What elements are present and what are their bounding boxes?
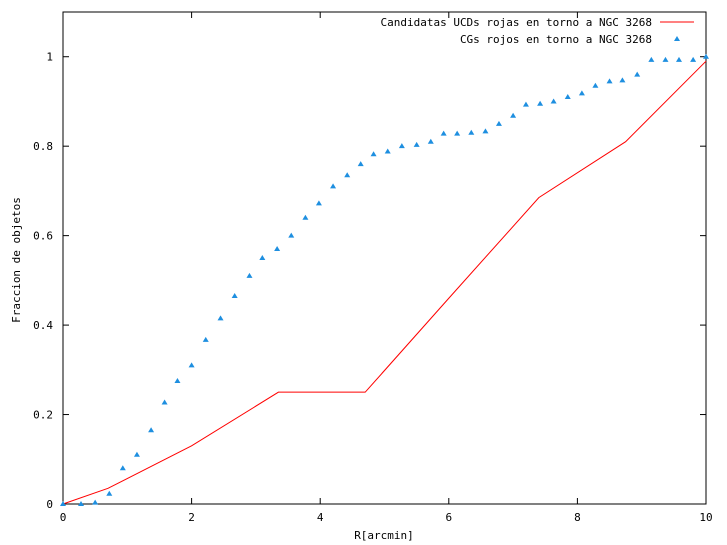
point-cgs bbox=[495, 120, 502, 126]
point-cgs bbox=[398, 143, 405, 149]
series-line-group bbox=[62, 60, 707, 505]
plot-frame bbox=[62, 11, 707, 505]
point-cgs bbox=[413, 141, 420, 147]
point-cgs bbox=[217, 315, 224, 321]
point-cgs bbox=[161, 399, 168, 405]
point-cgs bbox=[188, 362, 195, 368]
point-cgs bbox=[344, 172, 351, 178]
point-cgs bbox=[384, 148, 391, 154]
point-cgs bbox=[60, 501, 66, 506]
point-cgs bbox=[578, 90, 585, 96]
point-cgs bbox=[522, 101, 529, 107]
point-cgs bbox=[330, 183, 337, 189]
point-cgs bbox=[202, 336, 209, 342]
y-tick-label: 1 bbox=[46, 51, 53, 64]
tick-group: 0 2 4 6 8 10 0 0.2 0.4 0.6 0.8 1 bbox=[33, 12, 713, 524]
point-cgs bbox=[315, 200, 322, 206]
point-cgs bbox=[675, 56, 682, 62]
series-line-ucds bbox=[62, 60, 707, 505]
point-cgs bbox=[174, 378, 181, 383]
x-axis-label: R[arcmin] bbox=[354, 529, 414, 542]
legend-swatch-cgs bbox=[674, 36, 680, 41]
point-cgs bbox=[427, 138, 434, 144]
series-points-group bbox=[60, 53, 709, 506]
point-cgs bbox=[690, 56, 697, 62]
y-tick-label: 0.8 bbox=[33, 140, 53, 153]
point-cgs bbox=[662, 56, 669, 62]
point-cgs bbox=[148, 427, 155, 433]
x-tick-label: 6 bbox=[445, 511, 452, 524]
point-cgs bbox=[78, 501, 85, 506]
point-cgs bbox=[302, 214, 309, 220]
y-tick-label: 0 bbox=[46, 498, 53, 511]
x-tick-label: 10 bbox=[699, 511, 712, 524]
point-cgs bbox=[564, 93, 571, 99]
point-cgs bbox=[468, 129, 475, 135]
point-cgs bbox=[274, 246, 281, 252]
point-cgs bbox=[440, 130, 447, 136]
y-tick-label: 0.2 bbox=[33, 409, 53, 422]
point-cgs bbox=[537, 100, 544, 106]
point-cgs bbox=[106, 490, 113, 496]
point-cgs bbox=[370, 151, 377, 157]
legend: Candidatas UCDs rojas en torno a NGC 326… bbox=[380, 16, 694, 46]
legend-label-cgs: CGs rojos en torno a NGC 3268 bbox=[460, 33, 652, 46]
x-tick-label: 4 bbox=[317, 511, 324, 524]
legend-label-ucds: Candidatas UCDs rojas en torno a NGC 326… bbox=[380, 16, 652, 29]
point-cgs bbox=[119, 465, 126, 471]
y-tick-label: 0.6 bbox=[33, 230, 53, 243]
point-cgs bbox=[606, 78, 613, 84]
point-cgs bbox=[648, 56, 655, 62]
y-axis-label: Fraccion de objetos bbox=[10, 197, 23, 323]
x-tick-label: 2 bbox=[188, 511, 195, 524]
point-cgs bbox=[92, 499, 99, 505]
point-cgs bbox=[259, 255, 266, 260]
point-cgs bbox=[592, 82, 599, 88]
point-cgs bbox=[231, 293, 238, 299]
x-tick-label: 8 bbox=[574, 511, 581, 524]
point-cgs bbox=[550, 98, 557, 104]
point-cgs bbox=[133, 451, 140, 457]
point-cgs bbox=[634, 71, 641, 77]
point-cgs bbox=[482, 128, 489, 134]
point-cgs bbox=[510, 112, 517, 118]
x-tick-label: 0 bbox=[60, 511, 67, 524]
point-cgs bbox=[246, 272, 253, 278]
point-cgs bbox=[703, 53, 709, 59]
point-cgs bbox=[288, 232, 295, 238]
point-cgs bbox=[454, 130, 461, 136]
point-cgs bbox=[357, 161, 364, 167]
point-cgs bbox=[619, 77, 626, 83]
y-tick-label: 0.4 bbox=[33, 319, 53, 332]
